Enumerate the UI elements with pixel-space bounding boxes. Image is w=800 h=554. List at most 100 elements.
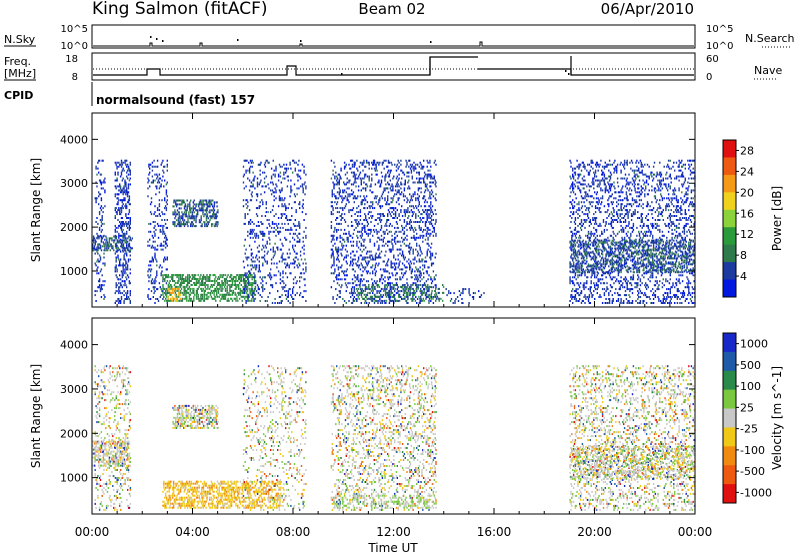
data-cell — [97, 249, 99, 252]
data-cell — [428, 205, 430, 208]
data-cell — [352, 298, 355, 300]
data-cell — [214, 287, 216, 290]
data-cell — [583, 242, 585, 245]
data-cell — [223, 295, 226, 298]
data-cell — [120, 165, 123, 168]
data-cell — [108, 241, 111, 244]
data-cell — [435, 181, 437, 184]
data-cell — [241, 291, 243, 294]
data-cell — [406, 295, 409, 298]
data-cell — [573, 296, 576, 298]
data-cell — [108, 237, 111, 240]
data-cell — [579, 181, 581, 184]
data-cell — [127, 296, 130, 298]
data-cell — [330, 226, 333, 229]
data-cell — [100, 235, 103, 238]
data-cell — [280, 189, 282, 192]
data-cell — [360, 203, 362, 206]
data-cell — [200, 297, 202, 300]
data-cell — [350, 296, 352, 298]
data-cell — [594, 205, 597, 208]
data-cell — [587, 171, 590, 174]
data-cell — [118, 264, 120, 267]
data-cell — [384, 268, 386, 271]
data-cell — [267, 161, 269, 164]
data-cell — [96, 268, 98, 271]
data-cell — [412, 205, 414, 208]
data-cell — [203, 199, 205, 202]
data-cell — [330, 234, 333, 237]
data-cell — [295, 211, 297, 214]
data-cell — [299, 292, 302, 295]
data-cell — [407, 199, 409, 202]
data-cell — [291, 296, 293, 298]
data-cell — [187, 284, 189, 286]
data-cell — [287, 222, 289, 225]
data-cell — [388, 293, 390, 296]
data-cell — [193, 297, 195, 300]
data-cell — [407, 187, 409, 190]
data-cell — [264, 244, 267, 247]
data-cell — [407, 181, 409, 184]
data-cell — [126, 195, 129, 198]
data-cell — [189, 217, 191, 220]
data-cell — [593, 258, 595, 261]
data-cell — [290, 272, 292, 275]
data-cell — [372, 191, 374, 194]
data-cell — [207, 201, 209, 204]
data-cell — [579, 244, 582, 247]
data-cell — [430, 222, 433, 225]
data-cell — [189, 205, 191, 208]
data-cell — [365, 165, 367, 168]
data-cell — [575, 288, 577, 291]
data-cell — [421, 260, 423, 263]
data-cell — [408, 185, 410, 188]
data-cell — [203, 203, 205, 206]
data-cell — [384, 232, 386, 235]
data-cell — [369, 228, 371, 231]
data-cell — [351, 294, 354, 297]
data-cell — [106, 247, 108, 250]
data-cell — [282, 244, 284, 247]
data-cell — [201, 289, 204, 292]
data-cell — [212, 199, 214, 202]
data-cell — [593, 187, 595, 190]
data-cell — [398, 177, 400, 180]
data-cell — [417, 209, 420, 212]
data-cell — [396, 234, 398, 237]
data-cell — [176, 203, 179, 206]
data-cell — [248, 179, 251, 182]
data-cell — [401, 236, 403, 239]
data-cell — [391, 207, 393, 210]
data-cell — [216, 215, 218, 218]
data-cell — [94, 197, 96, 200]
data-cell — [170, 299, 172, 302]
data-cell — [251, 195, 253, 198]
data-cell — [380, 234, 383, 237]
data-cell — [249, 274, 251, 277]
data-cell — [166, 159, 168, 162]
data-cell — [128, 226, 131, 229]
data-cell — [181, 199, 183, 202]
data-cell — [127, 237, 129, 240]
data-cell — [398, 230, 400, 233]
data-cell — [206, 207, 209, 210]
data-cell — [263, 232, 265, 235]
data-cell — [409, 289, 411, 292]
data-cell — [98, 254, 101, 257]
data-cell — [256, 195, 259, 198]
data-cell — [574, 290, 577, 293]
data-cell — [265, 211, 267, 214]
data-cell — [594, 221, 597, 223]
data-cell — [119, 213, 121, 216]
data-cell — [350, 209, 353, 212]
data-cell — [426, 165, 428, 168]
data-cell — [168, 287, 170, 290]
data-cell — [425, 297, 427, 300]
data-cell — [292, 288, 294, 291]
data-cell — [104, 280, 106, 283]
data-cell — [172, 280, 175, 282]
data-cell — [572, 240, 575, 243]
data-cell — [273, 222, 275, 225]
data-cell — [388, 291, 390, 294]
